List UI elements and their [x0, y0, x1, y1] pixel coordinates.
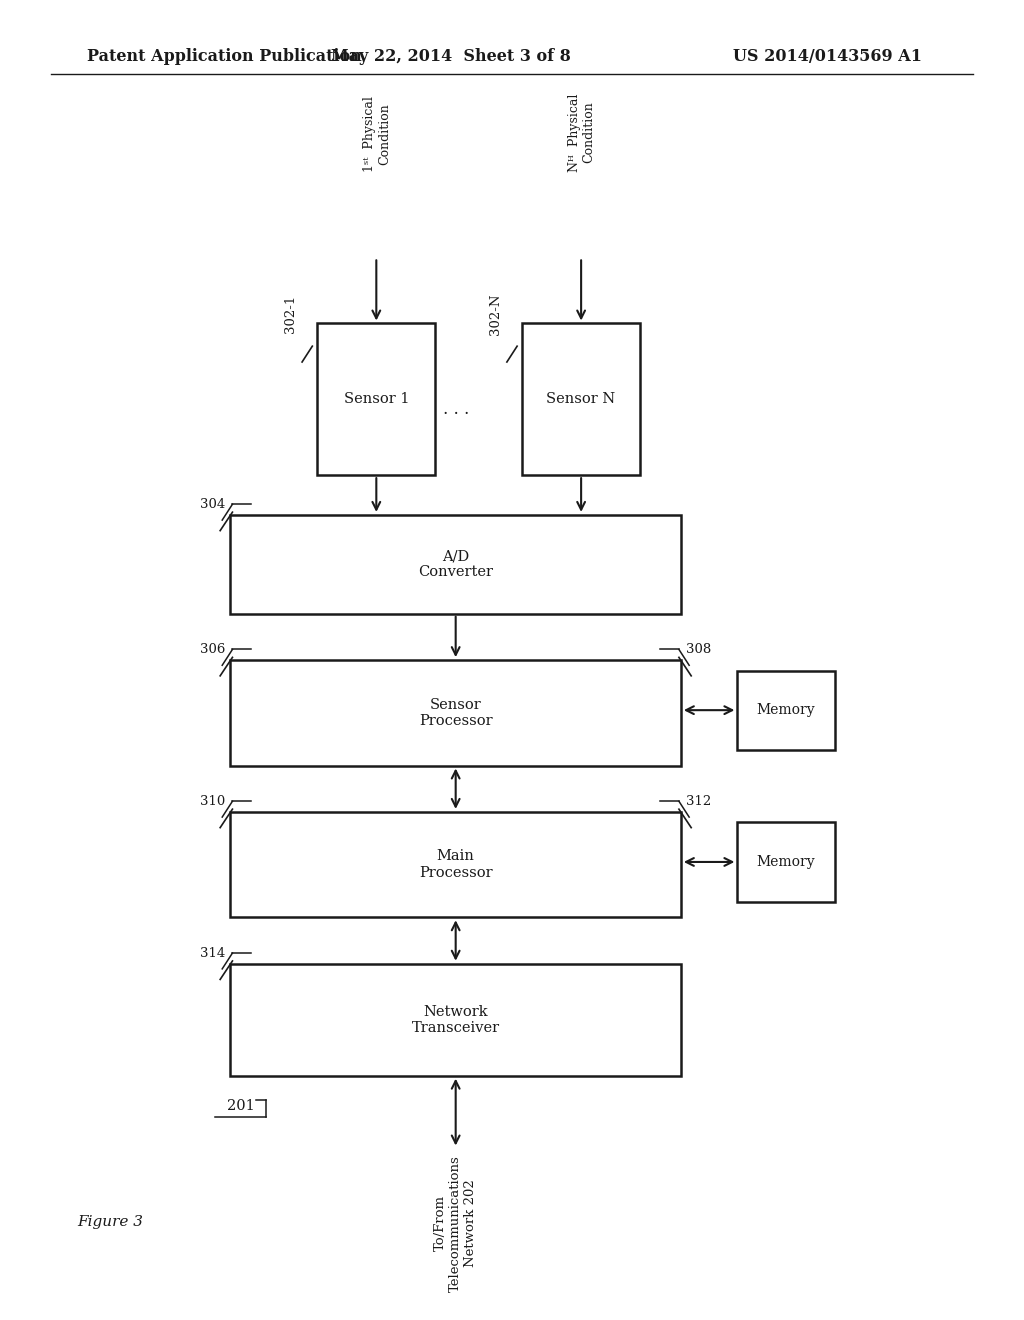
Text: Sensor
Processor: Sensor Processor: [419, 698, 493, 727]
Text: . . .: . . .: [442, 401, 469, 417]
Text: Main
Processor: Main Processor: [419, 850, 493, 879]
Bar: [317, 323, 435, 475]
Text: May 22, 2014  Sheet 3 of 8: May 22, 2014 Sheet 3 of 8: [331, 49, 570, 65]
Text: 302-N: 302-N: [488, 293, 502, 335]
Text: Patent Application Publication: Patent Application Publication: [87, 49, 361, 65]
Bar: [230, 964, 681, 1076]
Bar: [737, 671, 835, 750]
Text: To/From
Telecommunications
Network 202: To/From Telecommunications Network 202: [434, 1155, 477, 1292]
Text: 306: 306: [200, 643, 225, 656]
Text: 201: 201: [226, 1100, 255, 1113]
Text: Figure 3: Figure 3: [77, 1216, 142, 1229]
Text: 314: 314: [200, 946, 225, 960]
Text: 1ˢᵗ  Physical
Condition: 1ˢᵗ Physical Condition: [362, 96, 391, 172]
Text: 302-1: 302-1: [284, 296, 297, 333]
Text: Sensor N: Sensor N: [547, 392, 615, 407]
Text: Memory: Memory: [757, 855, 815, 869]
Text: Memory: Memory: [757, 704, 815, 717]
Bar: [522, 323, 640, 475]
Text: 308: 308: [686, 643, 712, 656]
Text: US 2014/0143569 A1: US 2014/0143569 A1: [732, 49, 922, 65]
Text: 310: 310: [200, 795, 225, 808]
Bar: [230, 812, 681, 917]
Text: Network
Transceiver: Network Transceiver: [412, 1005, 500, 1035]
Text: Nᴴ  Physical
Condition: Nᴴ Physical Condition: [567, 94, 596, 172]
Text: A/D
Converter: A/D Converter: [418, 549, 494, 579]
Bar: [230, 660, 681, 766]
Bar: [230, 515, 681, 614]
Text: 304: 304: [200, 498, 225, 511]
Bar: [737, 822, 835, 902]
Text: Sensor 1: Sensor 1: [344, 392, 409, 407]
Text: 312: 312: [686, 795, 712, 808]
